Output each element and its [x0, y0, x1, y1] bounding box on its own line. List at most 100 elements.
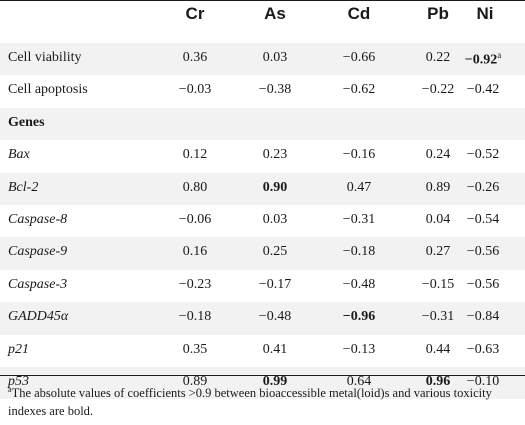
row-label: Cell apoptosis — [8, 82, 88, 98]
table-cell: −0.42 — [443, 82, 523, 98]
table-cell: −0.22 — [398, 82, 478, 98]
cell-value: −0.16 — [342, 147, 376, 163]
cell-value: −0.96 — [342, 309, 376, 325]
cell-value: 0.90 — [262, 179, 288, 195]
table-cell: 0.04 — [398, 212, 478, 228]
cell-value: −0.38 — [258, 82, 292, 98]
table-cell: −0.15 — [398, 277, 478, 293]
table-cell: 0.35 — [155, 342, 235, 358]
row-label: GADD45α — [8, 309, 69, 325]
cell-value: 0.03 — [262, 212, 288, 227]
table-cell: −0.66 — [319, 50, 399, 66]
cell-value: 0.89 — [425, 179, 451, 195]
table-cell: −0.38 — [235, 82, 315, 98]
table-row: Caspase-3 −0.23 −0.17 −0.48 −0.15 −0.56 — [0, 270, 525, 302]
cell-value: −0.54 — [466, 212, 500, 227]
table-cell: −0.16 — [319, 147, 399, 163]
cell-value: −0.63 — [466, 341, 500, 357]
cell-value: −0.66 — [342, 50, 376, 65]
table-cell: 0.27 — [398, 244, 478, 260]
table-cell: 0.03 — [235, 212, 315, 228]
column-header-cr: Cr — [185, 4, 205, 23]
cell-value: 0.04 — [425, 212, 451, 227]
cell-value: 0.16 — [182, 244, 208, 260]
table-row: p21 0.35 0.41 −0.13 0.44 −0.63 — [0, 335, 525, 367]
row-label: Genes — [8, 114, 45, 130]
row-label: Caspase-9 — [8, 244, 68, 260]
cell-value: −0.13 — [342, 341, 376, 357]
table-cell: −0.31 — [319, 212, 399, 228]
table-cell: 0.89 — [155, 374, 235, 390]
table-row: Caspase-8 −0.06 0.03 −0.31 0.04 −0.54 — [0, 205, 525, 237]
row-label: Bax — [8, 147, 30, 163]
cell-value: −0.31 — [421, 309, 455, 325]
table-cell: −0.18 — [319, 244, 399, 260]
row-label: Caspase-8 — [8, 212, 68, 227]
cell-value: −0.03 — [178, 82, 212, 98]
cell-value: 0.22 — [425, 50, 451, 65]
table-cell: 0.16 — [155, 244, 235, 260]
table-top-rule — [0, 0, 525, 1]
table-cell: 0.64 — [319, 374, 399, 390]
table-row: Bcl-2 0.80 0.90 0.47 0.89 −0.26 — [0, 172, 525, 205]
column-header-pb: Pb — [427, 4, 449, 23]
cell-value: 0.47 — [346, 179, 372, 195]
cell-value: 0.27 — [425, 244, 451, 260]
table-cell: 0.25 — [235, 244, 315, 260]
cell-value: 0.23 — [262, 147, 288, 163]
row-label: Caspase-3 — [8, 276, 68, 292]
table-row: Genes — [0, 107, 525, 141]
table-cell: −0.56 — [443, 277, 523, 293]
cell-value: 0.03 — [262, 50, 288, 65]
table-cell: −0.52 — [443, 147, 523, 163]
table-cell: 0.80 — [155, 180, 235, 196]
cell-value: 0.25 — [262, 244, 288, 260]
cell-value: 0.80 — [182, 179, 208, 195]
cell-value: 0.99 — [262, 374, 288, 389]
cell-value: −0.18 — [342, 244, 376, 260]
cell-value: 0.24 — [425, 147, 451, 163]
table-cell: 0.89 — [398, 180, 478, 196]
cell-value: −0.84 — [466, 309, 500, 325]
table-cell: 0.23 — [235, 147, 315, 163]
table-cell: 0.41 — [235, 342, 315, 358]
cell-value: −0.26 — [466, 179, 500, 195]
cell-value: −0.15 — [421, 276, 455, 292]
column-header-cd: Cd — [347, 4, 371, 23]
column-header-ni: Ni — [476, 4, 494, 23]
cell-value: −0.10 — [466, 374, 500, 389]
cell-value: 0.41 — [262, 341, 288, 357]
cell-footnote-marker: a — [497, 50, 502, 60]
cell-value: −0.56 — [466, 244, 500, 260]
cell-value: −0.42 — [466, 82, 500, 98]
row-label: Bcl-2 — [8, 179, 39, 195]
cell-value: −0.06 — [178, 212, 212, 227]
cell-value: 0.36 — [182, 50, 208, 65]
table-cell: 0.99 — [235, 374, 315, 390]
cell-value: −0.22 — [421, 82, 455, 98]
cell-value: −0.52 — [466, 147, 500, 163]
table-footnote: aThe absolute values of coefficients >0.… — [8, 381, 518, 420]
table-cell: 0.47 — [319, 180, 399, 196]
table-cell: −0.10 — [443, 374, 523, 390]
table-header: Cr As Cd Pb Ni — [0, 0, 525, 38]
table-cell: −0.84 — [443, 309, 523, 325]
table-row: Cell viability 0.36 0.03 −0.66 0.22 −0.92a — [0, 43, 525, 76]
cell-value: −0.92 — [464, 52, 498, 68]
table-cell: −0.18 — [155, 309, 235, 325]
table-cell: 0.24 — [398, 147, 478, 163]
cell-value: 0.35 — [182, 341, 208, 357]
table-row: Caspase-9 0.16 0.25 −0.18 0.27 −0.56 — [0, 237, 525, 270]
cell-value: −0.23 — [178, 276, 212, 292]
row-label: Cell viability — [8, 50, 82, 65]
table-cell: −0.06 — [155, 212, 235, 228]
cell-value: −0.31 — [342, 212, 376, 227]
cell-value: 0.96 — [425, 374, 451, 389]
table-row: p53 0.89 0.99 0.64 0.96 −0.10 — [0, 367, 525, 400]
footnote-marker: a — [8, 385, 12, 394]
table-cell: 0.22 — [398, 50, 478, 66]
table-cell: −0.26 — [443, 180, 523, 196]
table-cell: −0.96 — [319, 309, 399, 325]
table-cell: 0.03 — [235, 50, 315, 66]
cell-value: −0.48 — [342, 276, 376, 292]
